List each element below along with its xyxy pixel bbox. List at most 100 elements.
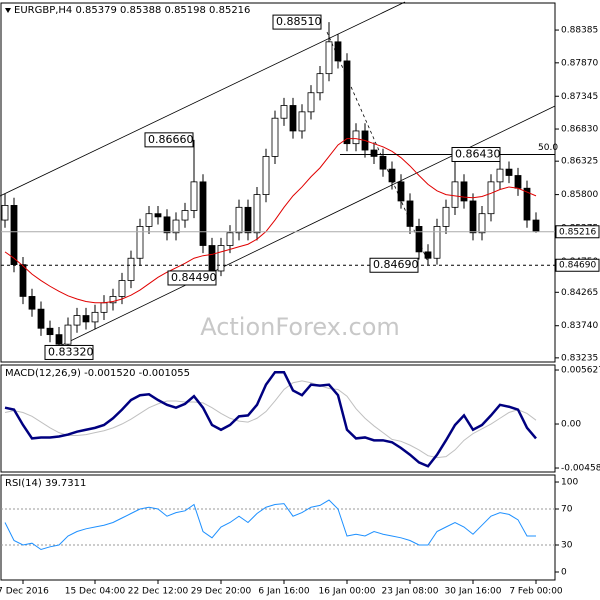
candle-body	[280, 105, 288, 119]
x-tick-label: 6 Jan 16:00	[258, 587, 310, 597]
candle-body	[226, 232, 234, 246]
candle-body	[127, 257, 135, 281]
y-tick-label: 0.86830	[561, 125, 598, 135]
y-tick-label: 0.84265	[561, 288, 598, 298]
price-marker-box	[555, 258, 600, 272]
y-tick-label: 0.005627	[561, 366, 600, 376]
price-title: EURGBP,H4 0.85379 0.85388 0.85198 0.8521…	[14, 5, 250, 16]
candle-body	[73, 315, 81, 326]
panel-frame	[0, 474, 556, 581]
price-marker-label: 0.84690	[559, 261, 596, 271]
annotation-label: 0.86430	[455, 147, 501, 160]
candle-body	[334, 41, 342, 62]
candle-body	[388, 168, 396, 183]
candle-body	[235, 206, 243, 234]
candle-body	[487, 181, 495, 215]
candle-body	[433, 226, 441, 259]
candle-body	[208, 245, 216, 272]
y-tick-label: 0.83740	[561, 321, 598, 331]
candle-body	[19, 264, 27, 297]
series-line	[4, 138, 537, 304]
candle-body	[253, 194, 261, 234]
candle-body	[190, 181, 198, 211]
candle-body	[505, 168, 513, 176]
candle-body	[136, 226, 144, 259]
candle-body	[217, 245, 225, 272]
candle-body	[532, 219, 540, 232]
annotation-label: 0.83320	[48, 345, 94, 358]
candle-body	[145, 213, 153, 227]
y-tick-label: 0.87870	[561, 58, 598, 68]
candle-body	[397, 181, 405, 202]
candle-body	[244, 206, 252, 234]
y-tick-label: 30	[561, 541, 573, 551]
candle-body	[10, 205, 18, 266]
candle-body	[424, 251, 432, 259]
candle-body	[1, 205, 9, 221]
candle-body	[199, 181, 207, 246]
x-tick-label: 29 Dec 20:00	[191, 587, 252, 597]
candle-body	[37, 308, 45, 329]
series-line	[4, 380, 537, 459]
candle-body	[352, 130, 360, 145]
annotation-label: 0.88510	[276, 15, 322, 28]
candle-body	[100, 302, 108, 313]
candle-body	[64, 324, 72, 345]
annotation-box	[369, 257, 419, 273]
series-line	[4, 370, 537, 468]
title-icon	[5, 8, 11, 13]
candle-body	[478, 213, 486, 234]
x-tick-label: 16 Jan 00:00	[319, 587, 376, 597]
annotation-label: 0.84490	[171, 271, 217, 284]
watermark: ActionForex.com	[200, 313, 400, 341]
candle-body	[442, 206, 450, 227]
y-tick-label: 0.87345	[561, 92, 598, 102]
candle-body	[325, 41, 333, 75]
y-tick-label: 100	[561, 478, 578, 488]
rsi-title: RSI(14) 39.7311	[5, 478, 86, 489]
candle-body	[316, 73, 324, 94]
candle-body	[28, 296, 36, 310]
y-tick-label: 0.85800	[561, 190, 598, 200]
x-tick-label: 30 Jan 16:00	[445, 587, 502, 597]
level-label: 50.0	[538, 143, 558, 153]
panel-frame	[0, 2, 556, 363]
candle-body	[343, 60, 351, 145]
x-tick-label: 15 Dec 04:00	[65, 587, 126, 597]
candle-body	[271, 117, 279, 157]
panel-frame	[0, 364, 556, 473]
y-tick-label: 70	[561, 505, 573, 515]
candle-body	[406, 200, 414, 227]
annotation-box	[44, 344, 94, 360]
y-tick-label: 0.88385	[561, 26, 598, 36]
annotation-box	[167, 270, 217, 286]
candle-body	[55, 334, 63, 345]
candle-body	[415, 226, 423, 253]
candle-body	[496, 168, 504, 183]
candle-body	[46, 327, 54, 336]
candle-body	[451, 181, 459, 208]
y-tick-label: 0.86325	[561, 157, 598, 167]
price-marker-box	[555, 225, 600, 239]
candle-body	[82, 315, 90, 323]
price-marker-label: 0.85216	[559, 227, 596, 237]
annotation-box	[144, 132, 194, 148]
y-tick-label: 0	[561, 567, 567, 577]
candle-body	[460, 181, 468, 202]
annotation-label: 0.84690	[373, 258, 419, 271]
candle-body	[379, 156, 387, 170]
annotation-box	[272, 14, 322, 30]
candle-body	[91, 311, 99, 323]
channel-line	[59, 105, 556, 347]
x-tick-label: 23 Jan 08:00	[382, 587, 439, 597]
annotation-label: 0.86660	[148, 133, 194, 146]
candle-body	[289, 105, 297, 132]
x-tick-label: 7 Feb 00:00	[509, 587, 563, 597]
y-tick-label: -0.004586	[561, 464, 600, 474]
y-tick-label: 0.83235	[561, 353, 598, 363]
candle-body	[370, 149, 378, 157]
annotation-box	[451, 146, 501, 162]
